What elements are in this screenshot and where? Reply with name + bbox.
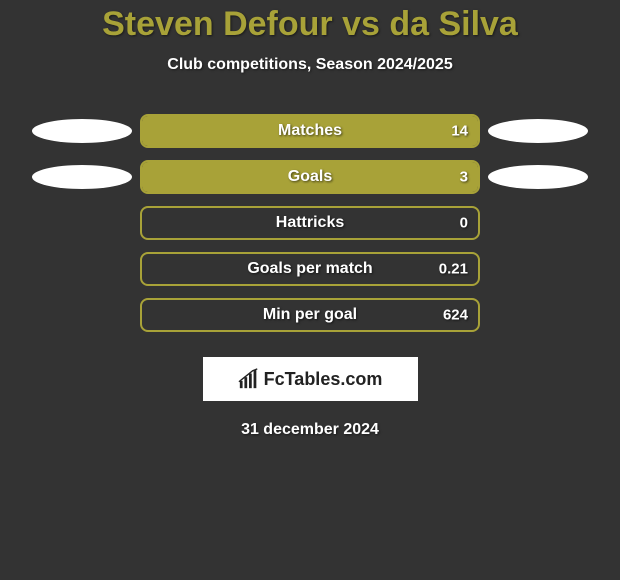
right-ellipse (488, 119, 588, 143)
left-spacer (32, 303, 132, 327)
stat-value: 3 (460, 169, 468, 186)
date-label: 31 december 2024 (0, 421, 620, 439)
stat-row: Min per goal 624 (0, 298, 620, 332)
stat-label: Matches (278, 122, 342, 140)
stat-rows: Matches 14 Goals 3 Hattricks 0 Goals per match… (0, 114, 620, 332)
comparison-title: Steven Defour vs da Silva (0, 5, 620, 44)
stat-bar: Min per goal 624 (140, 298, 480, 332)
stat-bar: Matches 14 (140, 114, 480, 148)
stat-row: Matches 14 (0, 114, 620, 148)
stat-row: Hattricks 0 (0, 206, 620, 240)
right-spacer (488, 303, 588, 327)
right-spacer (488, 257, 588, 281)
stat-value: 624 (443, 307, 468, 324)
right-spacer (488, 211, 588, 235)
stat-label: Goals per match (247, 260, 372, 278)
stat-bar: Hattricks 0 (140, 206, 480, 240)
stat-value: 14 (451, 123, 468, 140)
stat-value: 0 (460, 215, 468, 232)
stat-row: Goals per match 0.21 (0, 252, 620, 286)
stat-label: Min per goal (263, 306, 357, 324)
logo-text: FcTables.com (264, 369, 383, 390)
chart-icon (238, 368, 260, 390)
stat-row: Goals 3 (0, 160, 620, 194)
right-ellipse (488, 165, 588, 189)
subtitle: Club competitions, Season 2024/2025 (0, 56, 620, 74)
stat-value: 0.21 (439, 261, 468, 278)
stat-bar: Goals 3 (140, 160, 480, 194)
left-spacer (32, 257, 132, 281)
logo-box: FcTables.com (203, 357, 418, 401)
stat-bar: Goals per match 0.21 (140, 252, 480, 286)
stat-label: Hattricks (276, 214, 344, 232)
left-ellipse (32, 165, 132, 189)
left-spacer (32, 211, 132, 235)
stat-label: Goals (288, 168, 332, 186)
left-ellipse (32, 119, 132, 143)
